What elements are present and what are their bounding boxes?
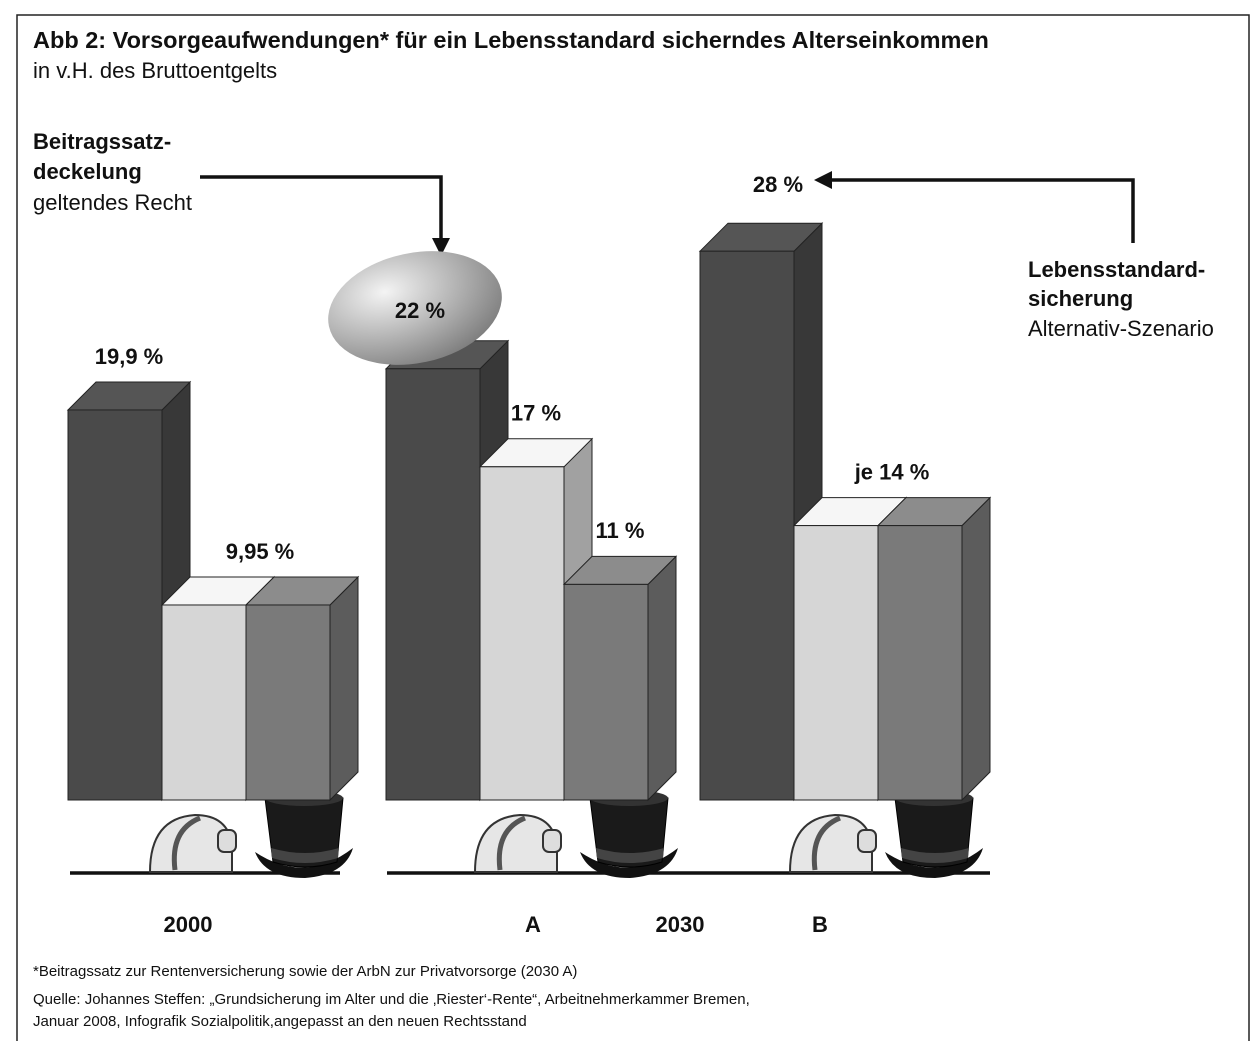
- hat-icon: [885, 790, 983, 878]
- bar-side: [647, 555, 677, 802]
- source: Januar 2008, Infografik Sozialpolitik,an…: [33, 1013, 527, 1030]
- bar: [244, 575, 360, 802]
- value-label: 17 %: [511, 401, 561, 426]
- footnote: *Beitragssatz zur Rentenversicherung sow…: [33, 963, 577, 980]
- bar-front: [877, 525, 963, 801]
- helmet-stripe: [496, 815, 527, 871]
- helmet-lamp: [217, 829, 237, 853]
- value-label: je 14 %: [854, 459, 930, 484]
- hat-band: [901, 848, 969, 863]
- annotation: geltendes Recht: [33, 190, 192, 215]
- bar-side: [329, 575, 359, 802]
- value-label: 22 %: [395, 298, 445, 323]
- chart-subtitle: in v.H. des Bruttoentgelts: [33, 58, 277, 83]
- helmet-lamp: [857, 829, 877, 853]
- helmet-icon: [788, 813, 877, 873]
- helmet-icon: [473, 813, 562, 873]
- hat-icon: [580, 790, 678, 878]
- source: Quelle: Johannes Steffen: „Grundsicherun…: [33, 991, 750, 1008]
- category-label: 2000: [164, 912, 213, 937]
- annotation: Beitragssatz-: [33, 129, 171, 154]
- annotation: Lebensstandard-: [1028, 257, 1205, 282]
- bar-front: [563, 583, 649, 801]
- chart-title: Abb 2: Vorsorgeaufwendungen* für ein Leb…: [33, 27, 989, 53]
- group-label: 2030: [656, 912, 705, 937]
- bar-front: [67, 409, 163, 801]
- arrowhead: [432, 238, 450, 256]
- bar: [876, 496, 992, 802]
- helmet-icon: [148, 813, 237, 873]
- icons: [148, 790, 983, 878]
- bar-front: [699, 250, 795, 801]
- bar-front: [479, 466, 565, 801]
- label-bubble: [328, 251, 502, 365]
- bar-front: [245, 604, 331, 801]
- frame: [16, 14, 1250, 1041]
- bar: [562, 555, 678, 802]
- hat-brim: [885, 848, 983, 878]
- hat-brim: [580, 848, 678, 878]
- annotation: sicherung: [1028, 286, 1133, 311]
- category-label: B: [812, 912, 828, 937]
- hat-band: [596, 848, 664, 863]
- bar-front: [793, 525, 879, 801]
- value-label: 11 %: [596, 518, 645, 543]
- annotation: Alternativ-Szenario: [1028, 316, 1214, 341]
- helmet-stripe: [171, 815, 202, 871]
- bar-front: [385, 368, 481, 801]
- helmet-stripe: [811, 815, 842, 871]
- hat-icon: [255, 790, 353, 878]
- hat-brim: [255, 848, 353, 878]
- arrowhead: [814, 171, 832, 189]
- value-label: 28 %: [753, 172, 803, 197]
- hat-band: [271, 848, 339, 863]
- value-label: 19,9 %: [95, 344, 164, 369]
- category-label: A: [525, 912, 541, 937]
- bar-side: [961, 496, 991, 802]
- value-label: 9,95 %: [226, 539, 295, 564]
- arrows: [200, 175, 1135, 245]
- annotation: deckelung: [33, 159, 142, 184]
- helmet-lamp: [542, 829, 562, 853]
- bar-front: [161, 604, 247, 801]
